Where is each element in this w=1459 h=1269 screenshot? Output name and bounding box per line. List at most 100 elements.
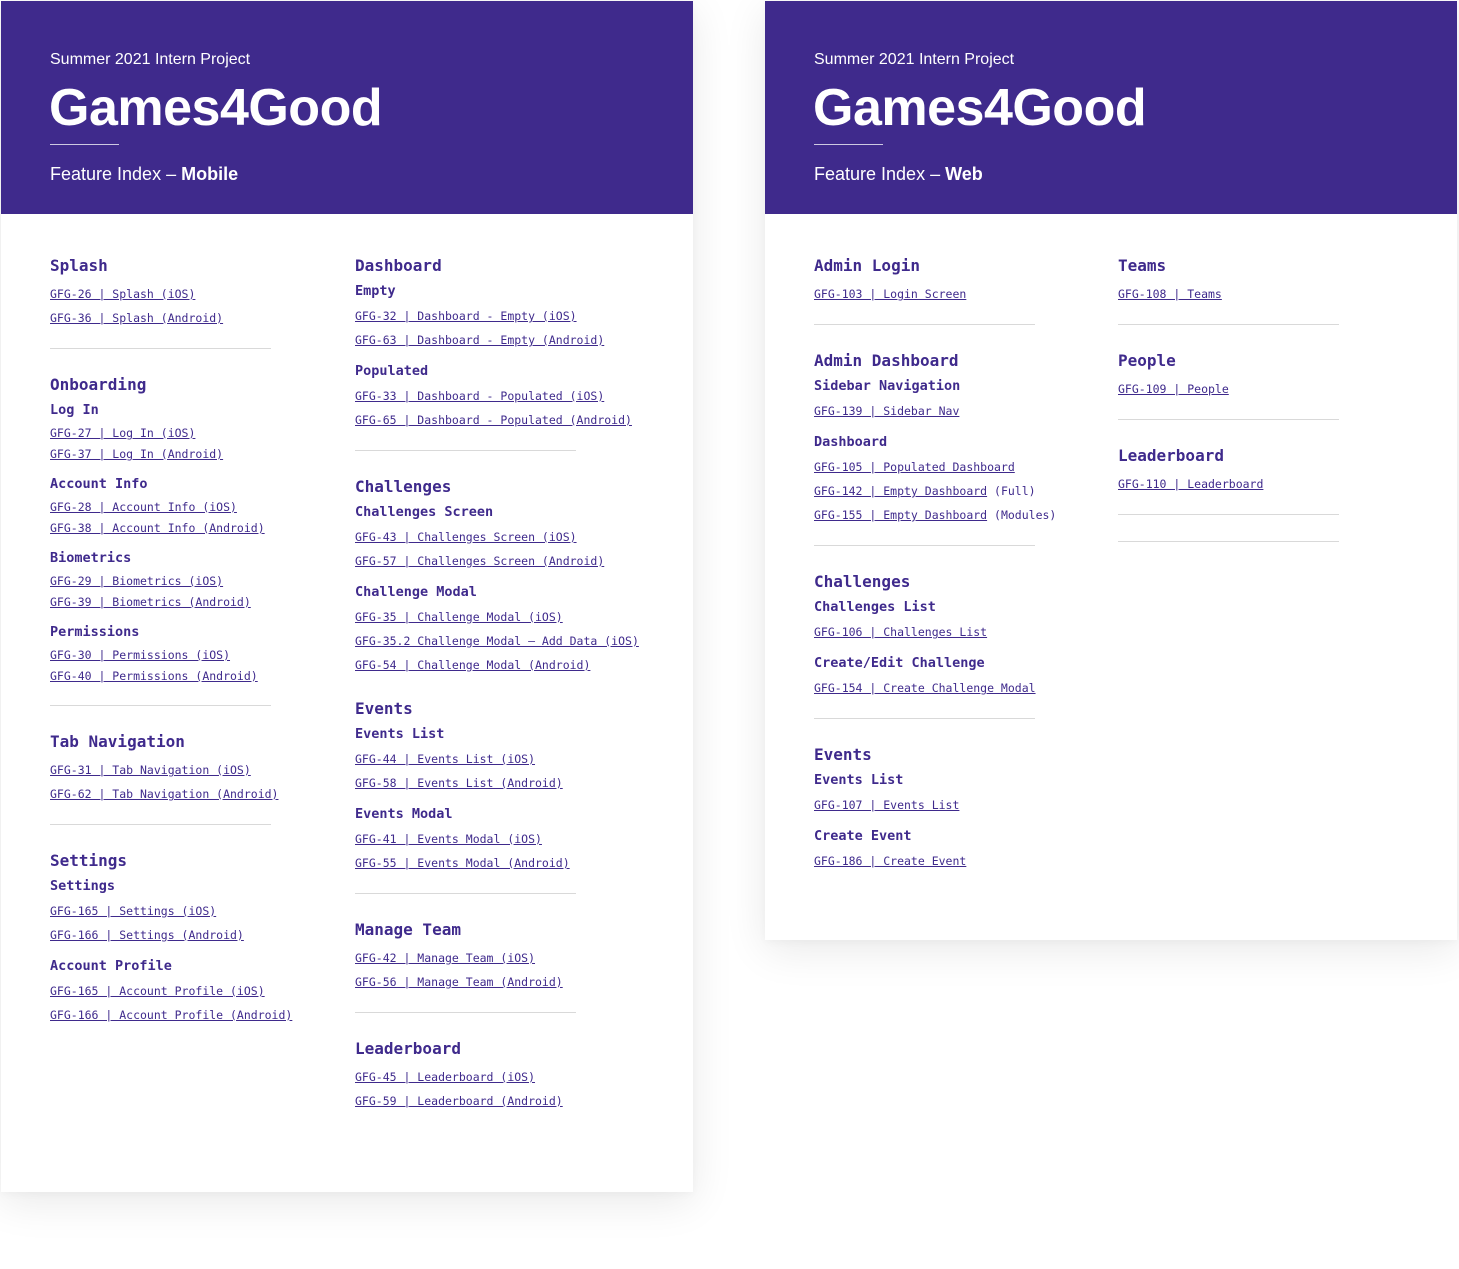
ticket-link[interactable]: GFG-110 | Leaderboard: [1118, 477, 1264, 491]
section-title: Admin Login: [814, 256, 920, 275]
feature-section: Challenges Challenges Screen GFG-43 | Chal…: [355, 477, 665, 699]
section-divider: [1118, 419, 1339, 420]
feature-group: GFG-31 | Tab Navigation (iOS) GFG-62 | Ta…: [50, 758, 360, 806]
ticket-link-row: GFG-63 | Dashboard - Empty (Android): [355, 328, 665, 352]
section-title: Events: [814, 745, 872, 764]
ticket-link[interactable]: GFG-186 | Create Event: [814, 854, 967, 868]
section-title: Dashboard: [355, 256, 442, 275]
ticket-link[interactable]: GFG-62 | Tab Navigation (Android): [50, 787, 279, 801]
section-divider: [355, 893, 576, 894]
section-title: Leaderboard: [355, 1039, 461, 1058]
ticket-link[interactable]: GFG-166 | Settings (Android): [50, 928, 244, 942]
feature-group: Challenges Screen GFG-43 | Challenges Scr…: [355, 503, 665, 573]
ticket-link[interactable]: GFG-28 | Account Info (iOS): [50, 500, 237, 514]
feature-group: Account Info GFG-28 | Account Info (iOS) G…: [50, 475, 360, 539]
ticket-link[interactable]: GFG-166 | Account Profile (Android): [50, 1008, 293, 1022]
feature-section: Onboarding Log In GFG-27 | Log In (iOS) GFG…: [50, 375, 360, 706]
ticket-link[interactable]: GFG-65 | Dashboard - Populated (Android): [355, 413, 632, 427]
section-divider: [814, 545, 1035, 546]
section-divider: [50, 348, 271, 349]
ticket-link-row: GFG-40 | Permissions (Android): [50, 666, 360, 687]
ticket-link[interactable]: GFG-154 | Create Challenge Modal: [814, 681, 1036, 695]
section-title: Manage Team: [355, 920, 461, 939]
ticket-link[interactable]: GFG-105 | Populated Dashboard: [814, 460, 1015, 474]
ticket-link[interactable]: GFG-58 | Events List (Android): [355, 776, 563, 790]
section-title: Settings: [50, 851, 128, 870]
subsection-title: Create/Edit Challenge: [814, 655, 985, 671]
feature-group: GFG-109 | People: [1118, 377, 1428, 401]
section-title: Challenges: [355, 477, 452, 496]
ticket-link[interactable]: GFG-108 | Teams: [1118, 287, 1222, 301]
ticket-link-row: GFG-36 | Splash (Android): [50, 306, 360, 330]
feature-section: People GFG-109 | People: [1118, 351, 1428, 420]
feature-group: Events List GFG-107 | Events List: [814, 771, 1124, 817]
ticket-link-row: GFG-110 | Leaderboard: [1118, 472, 1428, 496]
platform-label: Mobile: [181, 164, 239, 184]
ticket-link[interactable]: GFG-40 | Permissions (Android): [50, 669, 258, 683]
ticket-link[interactable]: GFG-41 | Events Modal (iOS): [355, 832, 542, 846]
feature-section: Admin Login GFG-103 | Login Screen: [814, 256, 1124, 325]
ticket-link[interactable]: GFG-106 | Challenges List: [814, 625, 988, 639]
ticket-link[interactable]: GFG-33 | Dashboard - Populated (iOS): [355, 389, 605, 403]
subsection-title: Dashboard: [814, 434, 888, 450]
ticket-link[interactable]: GFG-32 | Dashboard - Empty (iOS): [355, 309, 577, 323]
ticket-link[interactable]: GFG-56 | Manage Team (Android): [355, 975, 563, 989]
feature-section: Leaderboard GFG-110 | Leaderboard: [1118, 446, 1428, 515]
ticket-link-row: GFG-38 | Account Info (Android): [50, 518, 360, 539]
ticket-link[interactable]: GFG-36 | Splash (Android): [50, 311, 224, 325]
ticket-link[interactable]: GFG-35.2 Challenge Modal – Add Data (iOS…: [355, 634, 639, 648]
subsection-title: Create Event: [814, 828, 912, 844]
ticket-link-row: GFG-166 | Account Profile (Android): [50, 1003, 360, 1027]
feature-section: Manage Team GFG-42 | Manage Team (iOS) GFG…: [355, 920, 665, 1013]
subsection-title: Populated: [355, 363, 429, 379]
ticket-link[interactable]: GFG-38 | Account Info (Android): [50, 521, 265, 535]
ticket-link[interactable]: GFG-103 | Login Screen: [814, 287, 967, 301]
mobile-right-column: Dashboard Empty GFG-32 | Dashboard - Empty…: [355, 256, 665, 1123]
section-title: Teams: [1118, 256, 1167, 275]
feature-group: Events Modal GFG-41 | Events Modal (iOS) G…: [355, 805, 665, 875]
ticket-suffix: (Modules): [994, 508, 1057, 522]
ticket-link[interactable]: GFG-165 | Account Profile (iOS): [50, 984, 265, 998]
ticket-suffix: (Full): [994, 484, 1036, 498]
subsection-title: Challenges List: [814, 599, 936, 615]
ticket-link[interactable]: GFG-59 | Leaderboard (Android): [355, 1094, 563, 1108]
feature-section: Tab Navigation GFG-31 | Tab Navigation (i…: [50, 732, 360, 825]
subsection-title: Challenge Modal: [355, 584, 477, 600]
ticket-link[interactable]: GFG-107 | Events List: [814, 798, 960, 812]
section-divider: [355, 450, 576, 451]
ticket-link[interactable]: GFG-30 | Permissions (iOS): [50, 648, 231, 662]
ticket-link[interactable]: GFG-35 | Challenge Modal (iOS): [355, 610, 563, 624]
feature-section: Settings Settings GFG-165 | Settings (iOS)…: [50, 851, 360, 1027]
feature-group: Sidebar Navigation GFG-139 | Sidebar Nav: [814, 377, 1124, 423]
ticket-link[interactable]: GFG-27 | Log In (iOS): [50, 426, 196, 440]
subsection-title: Sidebar Navigation: [814, 378, 961, 394]
ticket-link[interactable]: GFG-26 | Splash (iOS): [50, 287, 196, 301]
ticket-link[interactable]: GFG-43 | Challenges Screen (iOS): [355, 530, 577, 544]
feature-section: Admin Dashboard Sidebar Navigation GFG-139…: [814, 351, 1124, 546]
ticket-link-row: GFG-43 | Challenges Screen (iOS): [355, 525, 665, 549]
ticket-link[interactable]: GFG-55 | Events Modal (Android): [355, 856, 570, 870]
ticket-link[interactable]: GFG-139 | Sidebar Nav: [814, 404, 960, 418]
ticket-link[interactable]: GFG-155 | Empty Dashboard: [814, 508, 988, 522]
feature-group: GFG-26 | Splash (iOS) GFG-36 | Splash (An…: [50, 282, 360, 330]
feature-group: Empty GFG-32 | Dashboard - Empty (iOS) GFG…: [355, 282, 665, 352]
ticket-link[interactable]: GFG-109 | People: [1118, 382, 1229, 396]
ticket-link[interactable]: GFG-39 | Biometrics (Android): [50, 595, 251, 609]
section-divider: [1118, 324, 1339, 325]
ticket-link[interactable]: GFG-57 | Challenges Screen (Android): [355, 554, 605, 568]
ticket-link[interactable]: GFG-54 | Challenge Modal (Android): [355, 658, 591, 672]
ticket-link[interactable]: GFG-31 | Tab Navigation (iOS): [50, 763, 251, 777]
ticket-link[interactable]: GFG-63 | Dashboard - Empty (Android): [355, 333, 605, 347]
ticket-link[interactable]: GFG-37 | Log In (Android): [50, 447, 224, 461]
subsection-title: Log In: [50, 402, 99, 418]
ticket-link[interactable]: GFG-165 | Settings (iOS): [50, 904, 217, 918]
header-banner: Summer 2021 Intern Project Games4Good Fe…: [1, 1, 693, 214]
ticket-link[interactable]: GFG-42 | Manage Team (iOS): [355, 951, 536, 965]
ticket-link[interactable]: GFG-45 | Leaderboard (iOS): [355, 1070, 536, 1084]
ticket-link[interactable]: GFG-142 | Empty Dashboard: [814, 484, 988, 498]
feature-group: Settings GFG-165 | Settings (iOS) GFG-166 …: [50, 877, 360, 947]
subsection-title: Biometrics: [50, 550, 132, 566]
ticket-link[interactable]: GFG-29 | Biometrics (iOS): [50, 574, 224, 588]
ticket-link[interactable]: GFG-44 | Events List (iOS): [355, 752, 536, 766]
header-banner: Summer 2021 Intern Project Games4Good Fe…: [765, 1, 1457, 214]
